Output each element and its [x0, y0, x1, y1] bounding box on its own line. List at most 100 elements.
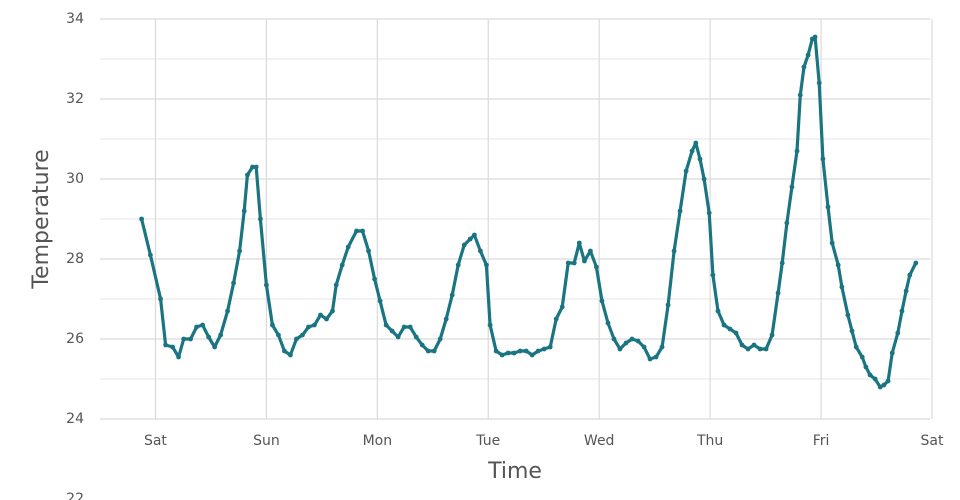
point	[605, 320, 611, 326]
point	[431, 348, 437, 354]
point	[419, 342, 425, 348]
point	[739, 342, 745, 348]
point	[511, 350, 517, 356]
point	[641, 344, 647, 350]
point	[617, 346, 623, 352]
point	[769, 332, 775, 338]
point	[324, 316, 329, 322]
y-axis-title: Temperature	[29, 149, 54, 289]
x-tick-label: Sat	[144, 433, 167, 449]
point	[745, 346, 751, 352]
x-tick-label: Sun	[253, 433, 280, 449]
point	[599, 298, 605, 304]
point	[270, 322, 275, 328]
point	[825, 204, 831, 210]
point	[701, 176, 707, 182]
point	[721, 322, 727, 328]
point	[867, 372, 873, 378]
point	[241, 208, 247, 214]
point	[212, 344, 218, 350]
point	[493, 348, 499, 354]
point	[339, 262, 345, 268]
point	[727, 326, 733, 332]
x-tick-label: Sat	[921, 433, 944, 449]
point	[443, 316, 449, 322]
point	[903, 288, 909, 294]
x-axis-title: Time	[487, 459, 542, 484]
point	[683, 168, 689, 174]
point	[820, 156, 826, 162]
point	[635, 338, 641, 344]
point	[472, 232, 477, 238]
point	[354, 228, 359, 234]
point	[158, 296, 163, 302]
x-tick-label: Wed	[584, 433, 615, 449]
point	[885, 378, 891, 384]
point	[801, 64, 807, 70]
point	[671, 248, 677, 254]
point	[565, 260, 571, 266]
point	[484, 262, 489, 268]
point	[360, 228, 365, 234]
x-tick-label: Tue	[475, 433, 500, 449]
y-tick-label: 32	[66, 91, 84, 107]
point	[377, 298, 383, 304]
point	[805, 52, 811, 58]
point	[318, 312, 323, 318]
point	[895, 330, 901, 336]
point	[389, 328, 395, 334]
point	[835, 262, 841, 268]
point	[710, 272, 716, 278]
point	[170, 344, 175, 350]
point	[218, 332, 224, 338]
point	[300, 332, 305, 338]
point	[812, 34, 818, 40]
point	[582, 258, 587, 264]
point	[789, 184, 795, 190]
point	[763, 346, 769, 352]
point	[913, 260, 919, 266]
point	[366, 248, 371, 254]
point	[689, 148, 695, 154]
point	[139, 216, 145, 222]
point	[693, 140, 699, 146]
point	[181, 336, 187, 342]
point	[629, 336, 635, 342]
point	[282, 348, 287, 354]
point	[276, 332, 281, 338]
point	[461, 242, 467, 248]
point	[188, 336, 193, 342]
y-tick-label: 22	[66, 491, 84, 500]
point	[594, 264, 599, 270]
point	[715, 308, 721, 314]
point	[863, 364, 869, 370]
point	[395, 334, 401, 340]
point	[733, 330, 739, 336]
point	[250, 164, 255, 170]
point	[775, 290, 781, 296]
point	[333, 282, 339, 288]
point	[794, 148, 800, 154]
point	[751, 342, 757, 348]
point	[881, 382, 887, 388]
point	[576, 240, 582, 246]
point	[253, 164, 259, 170]
point	[779, 260, 785, 266]
point	[797, 92, 803, 98]
y-tick-label: 24	[66, 411, 84, 427]
x-tick-label: Mon	[363, 433, 393, 449]
point	[200, 322, 206, 328]
point	[288, 352, 293, 358]
point	[401, 324, 407, 330]
point	[859, 354, 865, 360]
point	[588, 248, 593, 254]
point	[345, 244, 351, 250]
point	[163, 342, 169, 348]
point	[505, 350, 511, 356]
point	[467, 236, 473, 242]
point	[907, 272, 913, 278]
point	[535, 348, 541, 354]
point	[206, 334, 212, 340]
line	[140, 35, 918, 389]
